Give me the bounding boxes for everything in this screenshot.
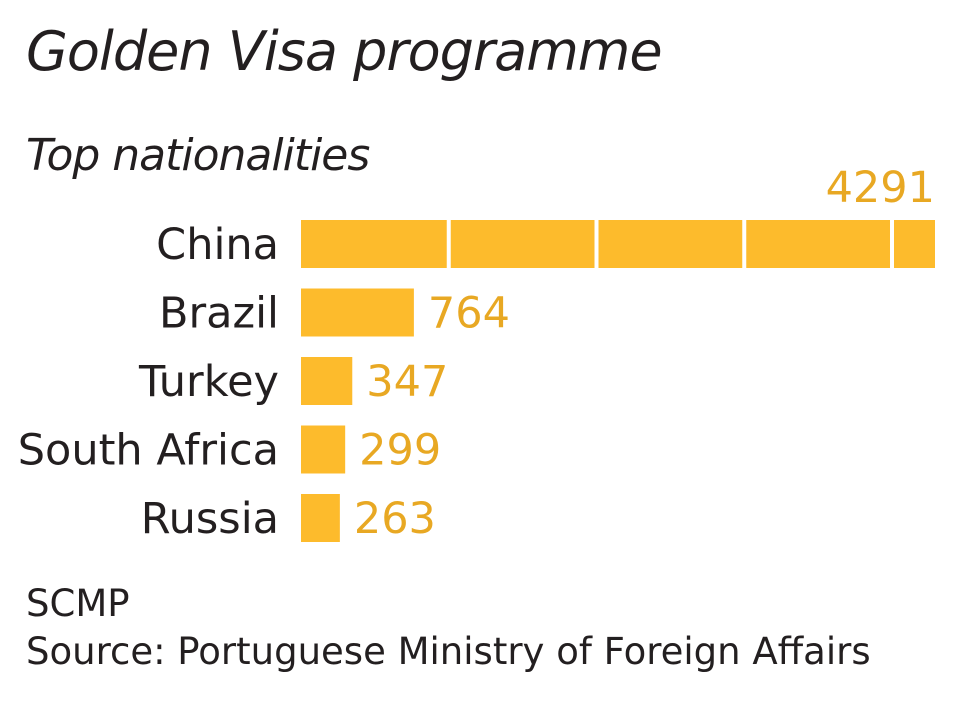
bar bbox=[301, 288, 414, 337]
chart-title: Golden Visa programme bbox=[26, 20, 663, 83]
credit-label: SCMP bbox=[26, 582, 130, 625]
value-label: 347 bbox=[366, 357, 448, 407]
value-label: 764 bbox=[428, 289, 510, 339]
bar bbox=[301, 425, 346, 474]
chart-subtitle: Top nationalities bbox=[26, 130, 370, 181]
source-label: Source: Portuguese Ministry of Foreign A… bbox=[26, 630, 871, 673]
bar bbox=[301, 357, 353, 405]
value-label: 299 bbox=[359, 426, 441, 476]
value-label: 263 bbox=[354, 494, 436, 544]
bars-layer: China 4291 Brazil 764 Turkey 347 South Africa 2… bbox=[18, 163, 935, 544]
value-label: 4291 bbox=[826, 163, 935, 213]
category-label: China bbox=[156, 220, 279, 270]
bar bbox=[301, 494, 340, 542]
category-label: Turkey bbox=[138, 357, 279, 407]
category-label: Brazil bbox=[159, 289, 279, 339]
bar bbox=[301, 220, 935, 268]
category-label: South Africa bbox=[18, 426, 279, 476]
category-label: Russia bbox=[141, 494, 279, 544]
